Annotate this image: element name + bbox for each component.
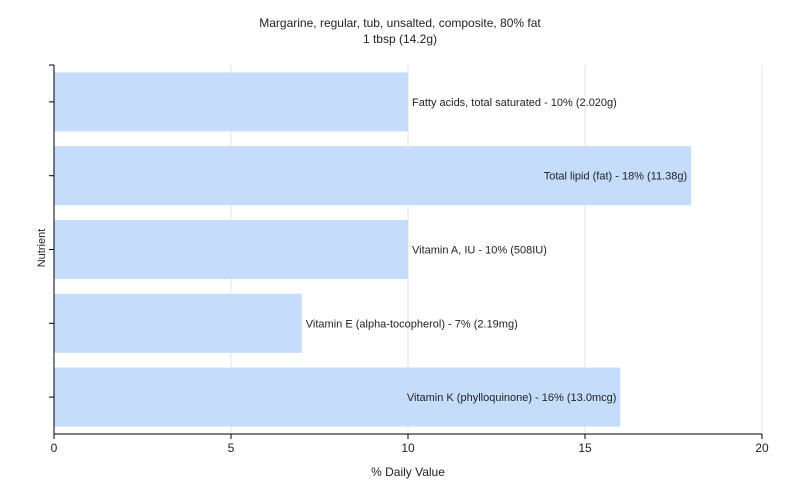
bar [54,367,621,427]
x-tick-label: 5 [228,441,235,455]
x-tick-label: 10 [401,441,415,455]
chart-title: Margarine, regular, tub, unsalted, compo… [259,16,541,30]
bar [54,72,408,132]
bar [54,219,408,280]
ticks: 0 5 10 15 20 [49,64,769,455]
bar-label: Fatty acids, total saturated - 10% (2.02… [412,97,617,109]
y-axis-title: Nutrient [36,229,48,268]
x-tick-label: 0 [51,441,58,455]
bar-label: Vitamin K (phylloquinone) - 16% (13.0mcg… [407,392,617,404]
bars: Fatty acids, total saturated - 10% (2.02… [54,72,692,427]
bar-label: Vitamin A, IU - 10% (508IU) [412,245,547,257]
bar [54,293,302,353]
bar [54,146,692,206]
bar-label: Total lipid (fat) - 18% (11.38g) [544,171,687,183]
x-tick-label: 20 [755,441,769,455]
x-tick-label: 15 [578,441,592,455]
x-axis-title: % Daily Value [371,465,445,479]
chart-subtitle: 1 tbsp (14.2g) [362,32,438,46]
bar-label: Vitamin E (alpha-tocopherol) - 7% (2.19m… [306,318,518,330]
